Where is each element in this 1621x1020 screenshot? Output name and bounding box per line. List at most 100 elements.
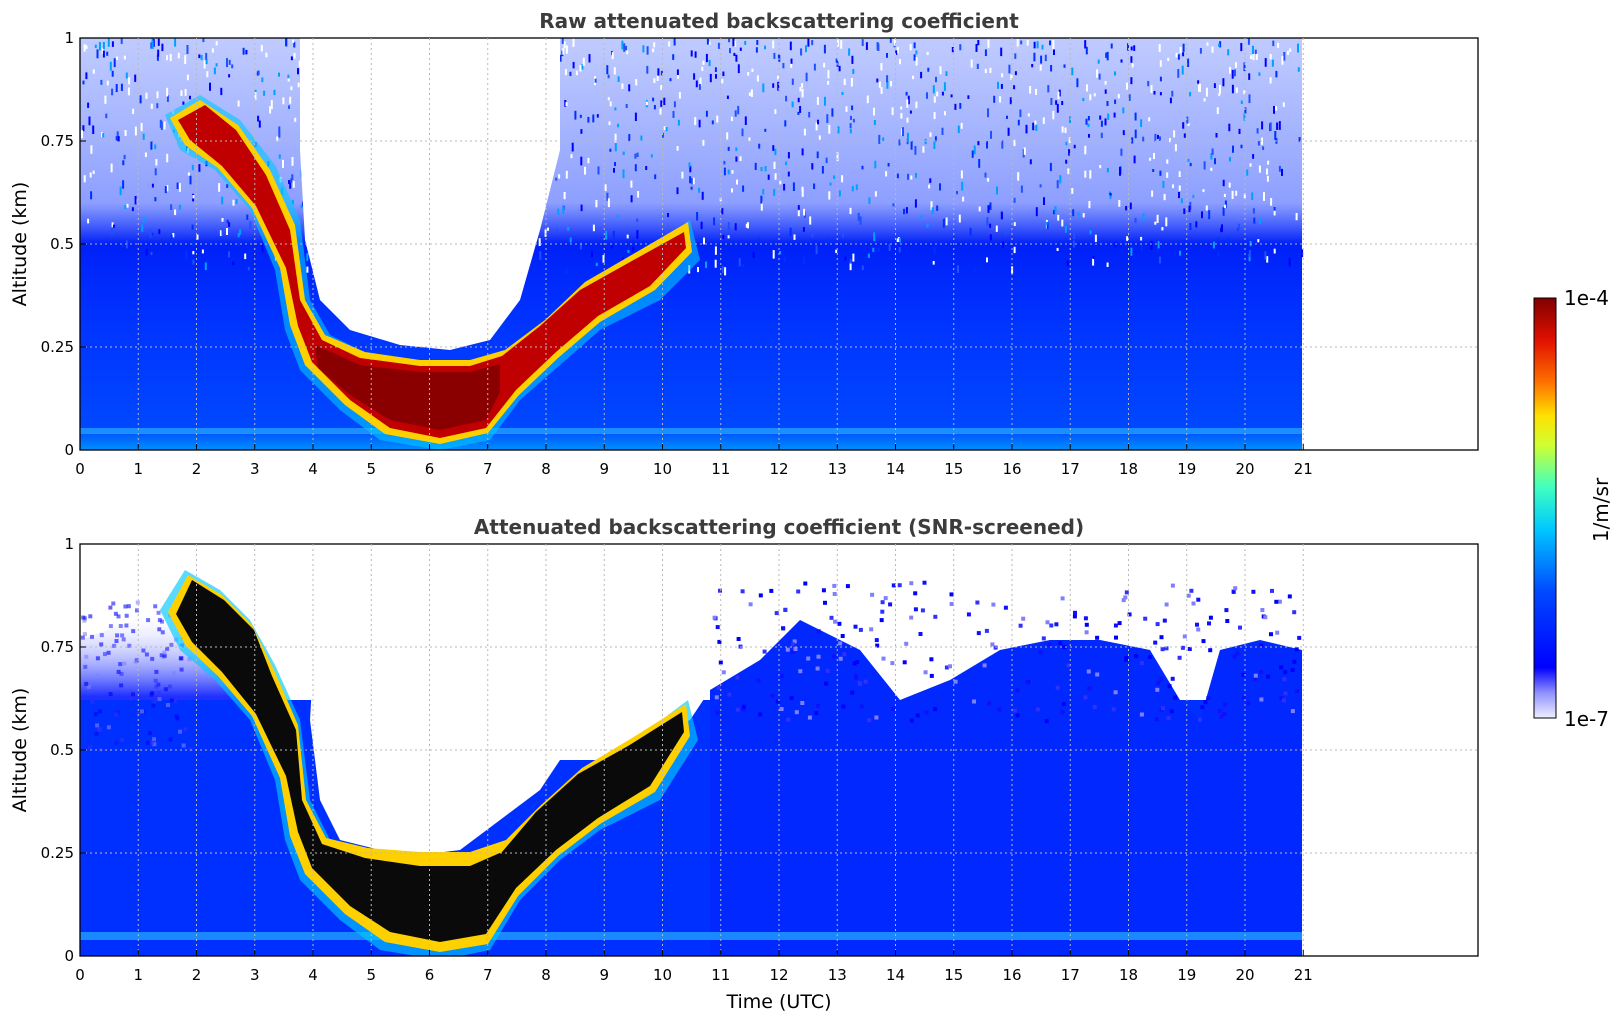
noise-speckle [1289,48,1292,52]
noise-speckle [1238,128,1241,134]
noise-speckle [1150,85,1153,93]
noise-speckle [660,100,663,107]
y-tick-label: 0 [64,441,74,459]
panel-raw: Raw attenuated backscattering coefficien… [9,9,1479,478]
noise-speckle [1055,685,1060,690]
noise-speckle [1152,169,1155,172]
noise-speckle [741,707,746,712]
noise-speckle [1133,155,1136,164]
noise-speckle [152,737,156,742]
noise-speckle [859,216,862,225]
noise-speckle [1235,87,1238,93]
noise-speckle [92,69,95,74]
noise-speckle [539,251,542,260]
x-tick-label: 2 [192,460,202,478]
noise-speckle [653,78,656,83]
noise-speckle [228,74,231,78]
noise-speckle [764,166,767,172]
noise-speckle [853,624,858,629]
noise-speckle [821,588,826,593]
noise-speckle [556,228,558,233]
noise-speckle [797,111,800,115]
noise-speckle [1003,605,1008,610]
x-tick-label: 6 [425,966,435,984]
noise-speckle [790,58,793,64]
noise-speckle [989,234,992,241]
noise-speckle [1058,89,1061,97]
noise-speckle [1036,41,1039,49]
noise-speckle [1076,78,1079,88]
noise-speckle [790,650,795,655]
noise-speckle [714,67,717,72]
noise-speckle [1275,106,1278,111]
noise-speckle [636,152,639,157]
noise-speckle [115,710,120,715]
noise-speckle [1163,193,1166,201]
noise-speckle [851,186,854,192]
noise-speckle [740,589,745,594]
noise-speckle [805,45,807,53]
noise-speckle [626,50,629,55]
noise-speckle [1066,260,1069,267]
noise-speckle [714,695,719,700]
noise-speckle [886,53,888,58]
noise-speckle [1134,217,1137,223]
noise-speckle [722,71,725,77]
noise-speckle [291,157,294,166]
noise-speckle [706,38,709,45]
noise-speckle [1189,588,1194,593]
noise-speckle [111,70,114,77]
noise-speckle [785,95,788,102]
noise-speckle [119,683,124,688]
noise-speckle [825,668,830,673]
noise-speckle [563,41,566,49]
noise-speckle [174,38,177,47]
noise-speckle [777,75,779,80]
noise-speckle [900,113,903,119]
noise-speckle [594,78,597,83]
noise-speckle [90,145,93,154]
noise-speckle [737,64,740,74]
noise-speckle [1298,137,1301,142]
noise-speckle [760,201,763,211]
noise-speckle [1130,77,1133,85]
noise-speckle [1047,642,1052,647]
noise-speckle [1252,208,1255,214]
noise-speckle [85,72,88,80]
noise-speckle [636,218,639,223]
noise-speckle [1050,65,1053,72]
noise-speckle [166,95,169,102]
noise-speckle [1000,212,1003,219]
x-tick-label: 3 [250,460,260,478]
noise-speckle [972,699,976,704]
noise-speckle [714,246,717,255]
noise-speckle [634,112,637,121]
noise-speckle [152,742,157,747]
noise-speckle [1267,160,1270,165]
noise-speckle [724,267,727,276]
noise-speckle [169,698,174,703]
noise-speckle [1159,136,1161,141]
noise-speckle [1019,109,1022,117]
x-tick-label: 10 [653,966,672,984]
noise-speckle [111,601,116,606]
noise-speckle [1187,647,1192,651]
noise-speckle [282,159,284,168]
noise-speckle [732,38,735,47]
noise-speckle [885,171,888,177]
noise-speckle [220,87,223,96]
noise-speckle [989,223,992,228]
noise-speckle [845,584,850,589]
noise-speckle [557,208,560,215]
noise-speckle [966,612,971,617]
noise-speckle [1259,217,1262,224]
y-tick-label: 0.25 [41,844,74,862]
noise-speckle [160,619,164,624]
noise-speckle [808,111,811,118]
noise-speckle [87,102,90,108]
noise-speckle [1165,217,1168,227]
noise-speckle [1292,610,1297,615]
noise-speckle [150,103,153,109]
noise-speckle [151,40,154,49]
noise-speckle [1177,655,1182,660]
